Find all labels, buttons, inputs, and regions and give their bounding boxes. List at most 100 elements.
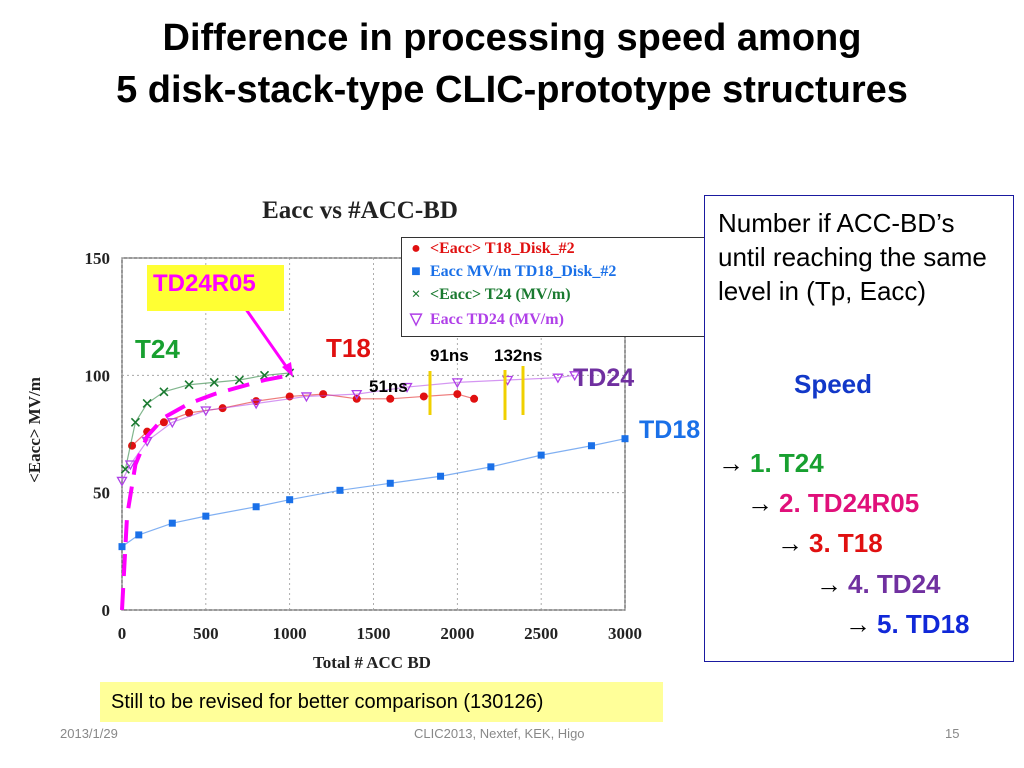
legend-item-t18: ● <Eacc> T18_Disk_#2 (408, 240, 574, 258)
x-axis-label: Total # ACC BD (313, 653, 431, 672)
data-point (552, 373, 564, 384)
title-line-1: Difference in processing speed among (162, 17, 862, 59)
data-point (185, 408, 194, 417)
data-point (202, 512, 210, 520)
x-tick-label: 500 (193, 624, 219, 643)
x-tick-label: 2000 (440, 624, 474, 643)
x-tick-label: 0 (118, 624, 127, 643)
legend-item-td24: ▽ Eacc TD24 (MV/m) (409, 311, 564, 328)
rank-item-5: → 5. TD18 (845, 609, 970, 640)
data-point (621, 435, 629, 443)
data-point (130, 417, 140, 427)
data-point (537, 451, 545, 459)
title-line-2: 5 disk-stack-type CLIC-prototype structu… (116, 69, 908, 111)
data-point (209, 377, 219, 387)
chart-title: Eacc vs #ACC-BD (262, 197, 458, 224)
label-51ns: 51ns (369, 377, 408, 396)
data-point (142, 398, 152, 409)
label-132ns: 132ns (494, 346, 543, 365)
square-marker-icon: ■ (411, 263, 421, 280)
data-point (116, 476, 128, 487)
label-t24: T24 (135, 334, 180, 364)
chart-ticks: 0 500 1000 1500 2000 2500 3000 0 50 100 150 (85, 249, 643, 643)
data-point (419, 392, 428, 401)
y-tick-label: 100 (85, 366, 111, 385)
data-point (487, 463, 495, 471)
x-marker-icon: × (411, 286, 421, 303)
data-point (159, 387, 169, 397)
x-tick-label: 2500 (524, 624, 558, 643)
data-point (319, 390, 328, 399)
rank-label: 5. TD18 (877, 609, 970, 639)
rank-item-1: → 1. T24 (718, 448, 824, 479)
data-point (569, 371, 581, 382)
data-point (386, 394, 395, 403)
data-point (587, 442, 595, 450)
chart-legend: ● <Eacc> T18_Disk_#2 ■ Eacc MV/m TD18_Disk… (401, 237, 713, 337)
data-point (200, 406, 212, 417)
legend-item-t24: × <Eacc> T24 (MV/m) (408, 286, 570, 304)
arrow-right-icon: → (845, 609, 871, 639)
td24r05-pointer-arrow (241, 304, 292, 373)
data-point (250, 399, 262, 410)
rank-label: 1. T24 (750, 448, 824, 478)
label-t18: T18 (326, 333, 371, 363)
triangle-marker-icon: ▽ (409, 311, 423, 328)
data-point (470, 394, 479, 403)
arrow-right-icon: → (718, 448, 744, 478)
data-point (168, 519, 176, 527)
data-point (386, 479, 394, 487)
data-point (451, 378, 463, 389)
footer-center: CLIC2013, Nextef, KEK, Higo (414, 726, 585, 741)
td24r05-highlight (147, 265, 284, 311)
arrow-right-icon: → (747, 488, 773, 518)
data-point (159, 418, 168, 427)
ranking-panel: Number if ACC-BD’s until reaching the sa… (704, 195, 1014, 662)
data-point (120, 464, 130, 474)
y-tick-label: 0 (102, 601, 111, 620)
x-tick-label: 1000 (273, 624, 307, 643)
rank-label: 4. TD24 (848, 569, 941, 599)
data-point (118, 543, 126, 551)
page-number: 15 (945, 726, 960, 741)
label-91ns: 91ns (430, 346, 469, 365)
speed-label: Speed (794, 369, 873, 399)
data-point (124, 460, 136, 471)
arrow-head-icon (282, 362, 293, 377)
data-point (252, 503, 260, 511)
x-tick-label: 1500 (357, 624, 391, 643)
y-tick-label: 150 (85, 249, 111, 268)
label-td18: TD18 (639, 416, 701, 444)
data-point (453, 390, 462, 399)
arrow-right-icon: → (816, 569, 842, 599)
circle-marker-icon: ● (411, 240, 421, 257)
data-point (184, 380, 194, 390)
rank-item-2: → 2. TD24R05 (747, 488, 919, 519)
data-point (300, 392, 313, 403)
info-text: Number if ACC-BD’s until reaching the sa… (718, 208, 987, 306)
data-point (401, 382, 413, 393)
data-point (336, 486, 344, 494)
data-point (166, 418, 178, 429)
rank-label: 3. T18 (809, 528, 883, 558)
footer-date: 2013/1/29 (60, 726, 118, 741)
data-point (135, 531, 143, 539)
td24r05-trend-line (120, 373, 291, 611)
rank-label: 2. TD24R05 (779, 488, 920, 518)
label-td24: TD24 (573, 364, 635, 392)
data-point (286, 496, 294, 504)
label-td24r05: TD24R05 (153, 270, 256, 297)
revision-note: Still to be revised for better compariso… (100, 682, 663, 722)
y-axis-label: <Eacc> MV/m (25, 377, 44, 483)
legend-item-td18: ■ Eacc MV/m TD18_Disk_#2 (408, 263, 616, 281)
data-point (437, 472, 445, 480)
rank-item-4: → 4. TD24 (816, 569, 941, 600)
data-point (234, 375, 244, 385)
y-tick-label: 50 (93, 484, 110, 503)
slide-title: Difference in processing speed among 5 d… (0, 12, 1024, 116)
arrow-right-icon: → (777, 528, 803, 558)
data-point (351, 389, 363, 400)
x-tick-label: 3000 (608, 624, 642, 643)
chart-marks (116, 304, 629, 611)
rank-item-3: → 3. T18 (777, 528, 883, 559)
